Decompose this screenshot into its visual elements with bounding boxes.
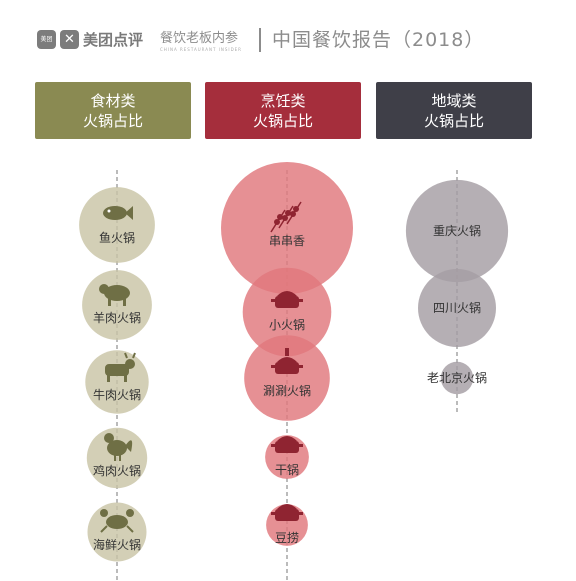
sub-brand-en: CHINA RESTAURANT INSIDER [160, 47, 242, 52]
pot-icon [271, 291, 303, 308]
sub-brand: 餐饮老板内参 [160, 31, 239, 46]
header-separator [259, 28, 261, 52]
category-box-region: 地域类 火锅占比 [376, 82, 532, 139]
bubble-label: 四川火锅 [433, 300, 481, 315]
crab-icon [100, 509, 134, 533]
bubble-label: 豆捞 [275, 531, 299, 545]
bubble-label: 牛肉火锅 [93, 387, 141, 402]
category-box-ingredient: 食材类 火锅占比 [35, 82, 191, 139]
bubble-label: 干锅 [275, 462, 299, 477]
bubble [85, 350, 149, 414]
cow-icon [105, 352, 136, 382]
category-subtitle: 火锅占比 [82, 111, 143, 130]
bubble [79, 187, 155, 263]
category-title: 食材类 [90, 91, 136, 110]
category-title: 地域类 [431, 91, 477, 110]
header: 美团 ✕ 美团点评 餐饮老板内参 CHINA RESTAURANT INSIDE… [0, 0, 576, 80]
bubble [242, 267, 332, 357]
bubble [86, 427, 148, 489]
rooster-icon [104, 433, 133, 461]
bubble-label: 鸡肉火锅 [93, 463, 141, 478]
dry-pot-icon [271, 436, 303, 453]
bubble-label: 海鲜火锅 [93, 537, 141, 552]
meituan-logo: 美团 [37, 30, 56, 49]
bubble [244, 335, 330, 421]
brand-name: 美团点评 [83, 31, 144, 49]
bubble-label: 涮涮火锅 [263, 383, 311, 398]
category-box-cooking: 烹饪类 火锅占比 [205, 82, 361, 139]
bubble [440, 361, 474, 395]
fish-icon [103, 206, 133, 220]
category-subtitle: 火锅占比 [423, 111, 484, 130]
bubble [82, 270, 152, 340]
bubble [221, 162, 353, 294]
bubble-label: 老北京火锅 [427, 370, 487, 385]
bubble [87, 502, 147, 562]
bubble-label: 鱼火锅 [99, 230, 135, 245]
category-title: 烹饪类 [260, 91, 306, 110]
bubble [418, 269, 496, 347]
bubble [405, 179, 509, 283]
skewer-icon [270, 201, 302, 233]
bubble-label: 小火锅 [269, 317, 305, 332]
bubble-label: 串串香 [269, 234, 305, 248]
bubble-label: 羊肉火锅 [93, 310, 141, 325]
hotpot-icon [271, 348, 303, 374]
dianping-logo: ✕ [60, 30, 79, 49]
bubble-label: 重庆火锅 [433, 223, 481, 238]
sheep-icon [99, 284, 130, 306]
pot-lid-icon [271, 504, 303, 521]
category-subtitle: 火锅占比 [252, 111, 313, 130]
report-title: 中国餐饮报告（2018） [272, 29, 485, 51]
